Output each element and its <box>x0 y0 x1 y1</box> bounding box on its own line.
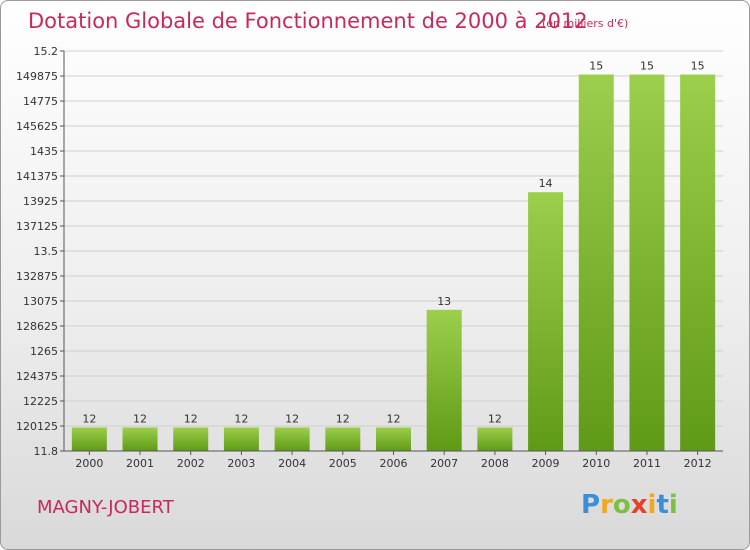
data-label-2010: 15 <box>589 60 603 73</box>
y-tick-label: 132875 <box>16 270 58 283</box>
bar-2003 <box>223 427 259 451</box>
data-label-2006: 12 <box>387 412 401 425</box>
y-tick-label: 13925 <box>23 195 58 208</box>
chart-subtitle: (en milliers d'€) <box>542 17 629 30</box>
bar-2011 <box>629 74 665 451</box>
x-tick-label-2001: 2001 <box>126 457 154 470</box>
x-tick-label-2003: 2003 <box>227 457 255 470</box>
x-tick-label-2005: 2005 <box>329 457 357 470</box>
grid <box>64 50 723 452</box>
x-tick-label-2009: 2009 <box>532 457 560 470</box>
axes: 11.8 120125 12225 124375 1265 128625 13075 1328… <box>16 45 723 470</box>
logo-letter: o <box>612 490 631 520</box>
bar-2005 <box>325 427 361 451</box>
data-label-2012: 15 <box>691 60 705 73</box>
logo-letter: i <box>647 490 657 520</box>
y-tick-label: 120125 <box>16 420 58 433</box>
data-label-2007: 13 <box>437 295 451 308</box>
y-tick-label: 13.5 <box>34 245 59 258</box>
bars: 12 12 12 12 12 12 12 13 12 14 15 15 15 <box>71 60 716 452</box>
y-tick-label: 11.8 <box>34 445 59 458</box>
data-label-2004: 12 <box>285 412 299 425</box>
logo-letter: x <box>630 490 648 520</box>
data-label-2011: 15 <box>640 60 654 73</box>
y-tick-label: 145625 <box>16 120 58 133</box>
bar-2006 <box>376 427 411 451</box>
y-tick-label: 149875 <box>16 70 58 83</box>
y-tick-label: 12225 <box>23 395 58 408</box>
bar-2010 <box>578 74 614 451</box>
x-tick-label-2008: 2008 <box>481 457 509 470</box>
data-label-2009: 14 <box>539 177 553 190</box>
logo-letter: P <box>581 490 601 520</box>
y-tick-label: 13075 <box>23 295 58 308</box>
data-label-2002: 12 <box>184 412 198 425</box>
place-name: MAGNY-JOBERT <box>37 497 174 518</box>
data-label-2005: 12 <box>336 412 350 425</box>
y-tick-label: 1435 <box>30 145 58 158</box>
bar-2002 <box>173 427 209 451</box>
bar-2009 <box>528 192 564 452</box>
y-tick-label: 124375 <box>16 370 58 383</box>
x-tick-label-2006: 2006 <box>380 457 408 470</box>
x-tick-label-2010: 2010 <box>582 457 610 470</box>
x-tick-label-2000: 2000 <box>75 457 103 470</box>
x-tick-label-2012: 2012 <box>684 457 712 470</box>
bar-2008 <box>477 427 513 451</box>
y-tick-label: 1265 <box>30 345 58 358</box>
data-label-2001: 12 <box>133 412 147 425</box>
y-tick-label: 141375 <box>16 170 58 183</box>
x-tick-label-2007: 2007 <box>430 457 458 470</box>
bar-2012 <box>680 74 716 451</box>
y-tick-label: 15.2 <box>34 45 59 58</box>
bar-2004 <box>274 427 310 451</box>
data-label-2008: 12 <box>488 412 502 425</box>
logo-letter: r <box>600 490 613 520</box>
data-label-2003: 12 <box>234 412 248 425</box>
y-tick-label: 128625 <box>16 320 58 333</box>
x-tick-label-2004: 2004 <box>278 457 306 470</box>
chart-title: Dotation Globale de Fonctionnement de 20… <box>28 9 588 33</box>
bar-2007 <box>426 309 462 451</box>
logo-letter: t <box>656 490 669 520</box>
x-tick-label-2011: 2011 <box>633 457 661 470</box>
y-tick-label: 137125 <box>16 220 58 233</box>
bar-2001 <box>122 427 158 451</box>
proxiti-logo: Proxiti <box>581 490 678 520</box>
data-label-2000: 12 <box>82 412 96 425</box>
y-tick-label: 14775 <box>23 95 58 108</box>
x-tick-label-2002: 2002 <box>177 457 205 470</box>
bar-2000 <box>71 427 107 451</box>
logo-letter: i <box>668 490 678 520</box>
